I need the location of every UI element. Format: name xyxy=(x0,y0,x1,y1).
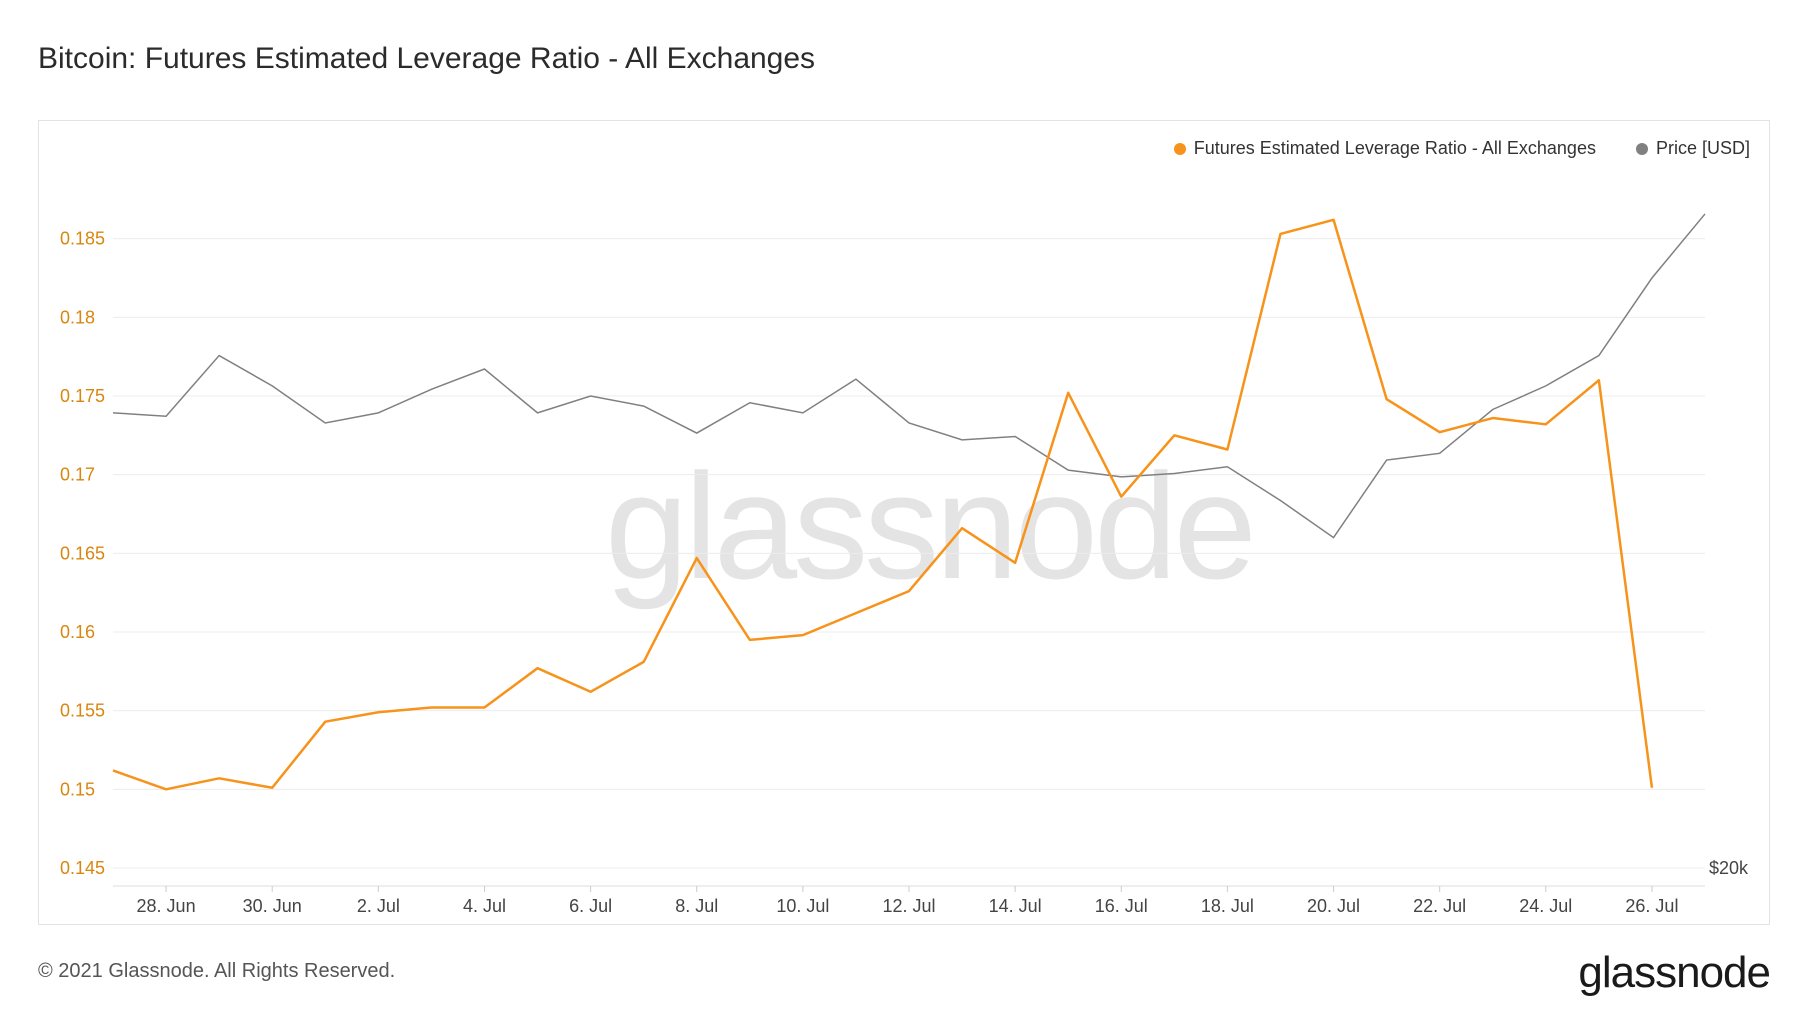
legend-item-price[interactable]: Price [USD] xyxy=(1635,138,1750,159)
x-tick-label: 4. Jul xyxy=(463,896,506,916)
brand-logo: glassnode xyxy=(1578,948,1771,997)
series-line-price xyxy=(112,213,1706,539)
y-tick-label: 0.165 xyxy=(60,543,105,563)
y-tick-label: 0.175 xyxy=(60,386,105,406)
x-tick-label: 8. Jul xyxy=(675,896,718,916)
chart-title: Bitcoin: Futures Estimated Leverage Rati… xyxy=(38,42,816,75)
y-tick-label: 0.185 xyxy=(60,229,105,249)
x-tick-label: 6. Jul xyxy=(569,896,612,916)
x-tick-label: 24. Jul xyxy=(1519,896,1572,916)
x-tick-label: 30. Jun xyxy=(243,896,302,916)
x-tick-label: 16. Jul xyxy=(1095,896,1148,916)
y-tick-label: 0.145 xyxy=(60,858,105,878)
x-tick-label: 26. Jul xyxy=(1625,896,1678,916)
x-tick-label: 22. Jul xyxy=(1413,896,1466,916)
x-tick-label: 18. Jul xyxy=(1201,896,1254,916)
copyright-footer: © 2021 Glassnode. All Rights Reserved. xyxy=(38,960,396,982)
x-tick-label: 2. Jul xyxy=(357,896,400,916)
y-tick-label: 0.17 xyxy=(60,465,95,485)
x-tick-label: 20. Jul xyxy=(1307,896,1360,916)
y-tick-label: 0.16 xyxy=(60,622,95,642)
legend-item-leverage[interactable]: Futures Estimated Leverage Ratio - All E… xyxy=(1173,138,1596,159)
x-tick-label: 14. Jul xyxy=(989,896,1042,916)
series-line-leverage xyxy=(112,218,1654,791)
legend-label-price: Price [USD] xyxy=(1655,138,1750,158)
chart-frame xyxy=(38,120,1770,925)
y-right-tick-label: $20k xyxy=(1709,858,1749,878)
legend-dot-leverage xyxy=(1173,142,1186,155)
x-tick-label: 12. Jul xyxy=(882,896,935,916)
legend-label-leverage: Futures Estimated Leverage Ratio - All E… xyxy=(1193,138,1596,158)
y-tick-label: 0.18 xyxy=(60,307,95,327)
y-tick-label: 0.15 xyxy=(60,779,95,799)
y-tick-label: 0.155 xyxy=(60,701,105,721)
legend-dot-price xyxy=(1635,142,1648,155)
x-tick-label: 28. Jun xyxy=(137,896,196,916)
x-tick-label: 10. Jul xyxy=(776,896,829,916)
legend: Futures Estimated Leverage Ratio - All E… xyxy=(1173,138,1750,159)
